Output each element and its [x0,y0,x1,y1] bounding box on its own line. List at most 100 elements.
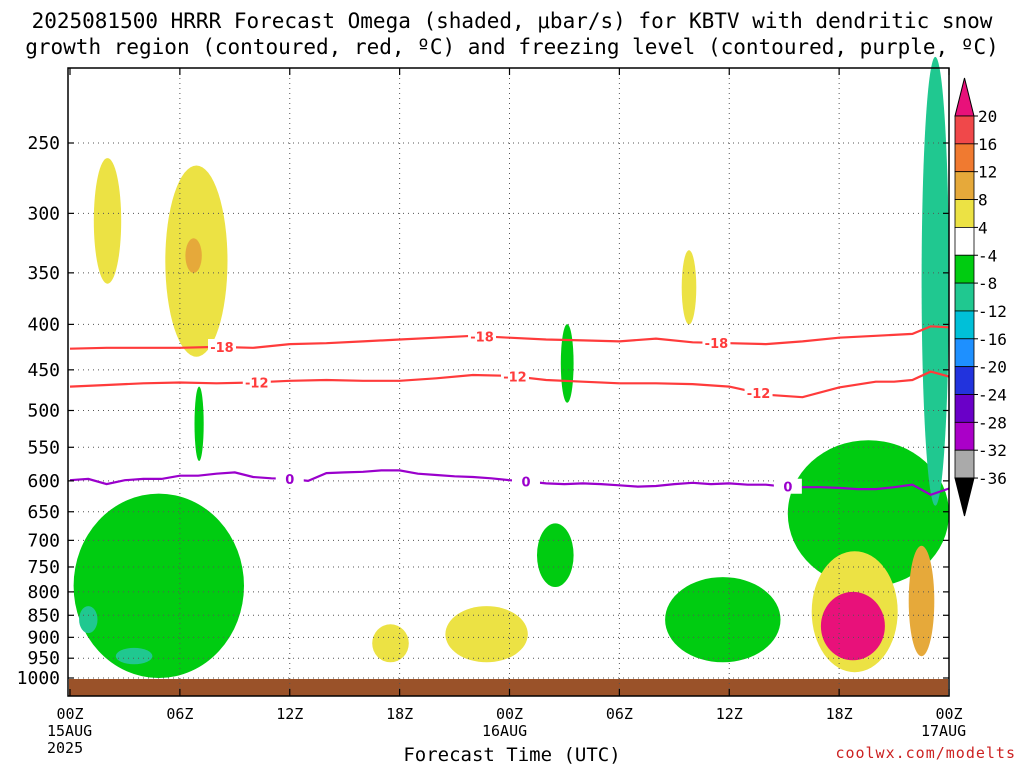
colorbar-label: -12 [978,302,1007,321]
colorbar-bin [954,115,975,145]
omega-time-height-chart: -18 -18 -18 -12 -12 -12 0 0 0 250 300 350 400 450 500… [17,56,1007,723]
y-tick-label: 550 [27,437,60,458]
omega-region-descent-0-300 [93,158,122,284]
omega-region-ascent-7z-mid [194,386,204,461]
contour-label-bg [773,478,802,494]
y-tick-label: 750 [27,557,60,578]
omega-region-ascent-00z-upper [921,56,949,506]
contour-label: 0 [521,475,530,490]
colorbar-label: 8 [978,191,988,210]
y-tick-label: 700 [27,530,60,551]
colorbar-bin [954,449,975,479]
omega-region-ascent-early-core-1 [79,606,98,634]
x-tick-label: 00Z [56,705,83,723]
y-tick-label: 300 [27,203,60,224]
x-axis-start-date: 15AUG [47,722,93,740]
y-tick-label: 950 [27,648,60,669]
contour-label-bg [511,473,540,489]
y-tick-label: 350 [27,263,60,284]
y-tick-label: 650 [27,502,60,523]
contour-label-bg [500,368,529,384]
contour-line-0 [69,469,950,496]
colorbar-label: 12 [978,163,997,182]
contour-label-bg [702,334,731,350]
contour-label: -12 [503,370,527,385]
colorbar-bin [954,226,975,256]
contour-label: -12 [747,387,771,402]
colorbar-bin [954,366,975,395]
colorbar-label: -16 [978,330,1007,349]
x-tick-label: 18Z [386,705,413,723]
contour-label: -18 [470,330,494,345]
y-axis-ticks: 2503003504004505005506006507007508008509… [17,133,949,689]
x-tick-label: 18Z [826,705,853,723]
credit-text: coolwx.com/modelts [835,744,1016,762]
x-axis-start-year: 2025 [47,739,84,757]
colorbar-bin [954,310,975,340]
omega-shading-layer [73,56,950,678]
x-tick-label: 12Z [716,705,743,723]
y-tick-label: 600 [27,471,60,492]
colorbar-label: -32 [978,441,1007,460]
colorbar-label: 4 [978,218,988,237]
colorbar-bin [954,254,975,284]
colorbar-arrow-bottom [954,477,975,517]
colorbar-bin [954,421,975,451]
y-tick-label: 1000 [17,668,60,689]
colorbar-bin [954,143,975,173]
contour-line--12 [69,370,950,399]
colorbar-label: -28 [978,413,1007,432]
omega-region-ascent-03z-mid [560,324,574,403]
colorbar-label: 16 [978,135,997,154]
plot-frame [67,67,950,697]
y-tick-label: 850 [27,605,60,626]
x-tick-label: 06Z [166,705,193,723]
colorbar-label: -24 [978,386,1007,405]
x-axis-ticks: 00Z 06Z 12Z 18Z 00Z 06Z 12Z 18Z 00Z [56,68,963,723]
colorbar-label: -20 [978,358,1007,377]
colorbar-arrow-top [954,77,975,117]
omega-region-descent-06z-upper [681,250,697,325]
omega-region-ascent-17z-low [787,440,950,587]
omega-region-descent-21z-lowlevel [445,606,528,663]
omega-region-ascent-02z-low [537,523,574,587]
contour-label-bg [744,385,773,401]
contour-label: -18 [210,341,234,356]
x-tick-label: 06Z [606,705,633,723]
omega-region-ascent-09z-low [665,577,781,663]
colorbar-label: -4 [978,246,997,265]
colorbar: 20 16 12 8 4 -4 -8 -12 -16 -20 -24 -28 -32 -36 [954,77,1007,517]
x-tick-label: 00Z [935,705,962,723]
contour-label-bg [468,328,497,344]
grid-layer [68,68,949,696]
colorbar-bin [954,394,975,423]
colorbar-label: -36 [978,469,1007,488]
colorbar-bin [954,199,975,228]
contour-label-bg [207,339,236,355]
terrain-layer [69,679,948,696]
contour-layer: -18 -18 -18 -12 -12 -12 0 0 0 [69,325,950,496]
x-axis-title: Forecast Time (UTC) [403,744,621,766]
x-tick-label: 12Z [276,705,303,723]
x-axis-mid-date: 16AUG [482,722,528,740]
chart-title-line-1: 2025081500 HRRR Forecast Omega (shaded, … [31,9,993,33]
contour-label: 0 [285,473,294,488]
terrain-band [69,679,948,696]
colorbar-bin [954,282,975,312]
colorbar-bin [954,338,975,368]
y-tick-label: 500 [27,401,60,422]
contour-label: -18 [705,337,729,352]
contour-label-bg [275,470,304,486]
contour-label: -12 [245,376,269,391]
y-tick-label: 250 [27,133,60,154]
omega-region-ascent-early-lowlevel [73,493,244,678]
x-tick-label: 00Z [496,705,523,723]
omega-region-descent-19z-core [820,591,885,661]
omega-region-descent-17z-lowlevel [372,624,409,663]
colorbar-label: 20 [978,107,997,126]
x-axis-end-date: 17AUG [921,722,967,740]
omega-region-ascent-early-core-2 [115,647,153,665]
y-tick-label: 450 [27,360,60,381]
colorbar-bin [954,171,975,200]
chart-title-line-2: growth region (contoured, red, ºC) and f… [25,35,999,59]
